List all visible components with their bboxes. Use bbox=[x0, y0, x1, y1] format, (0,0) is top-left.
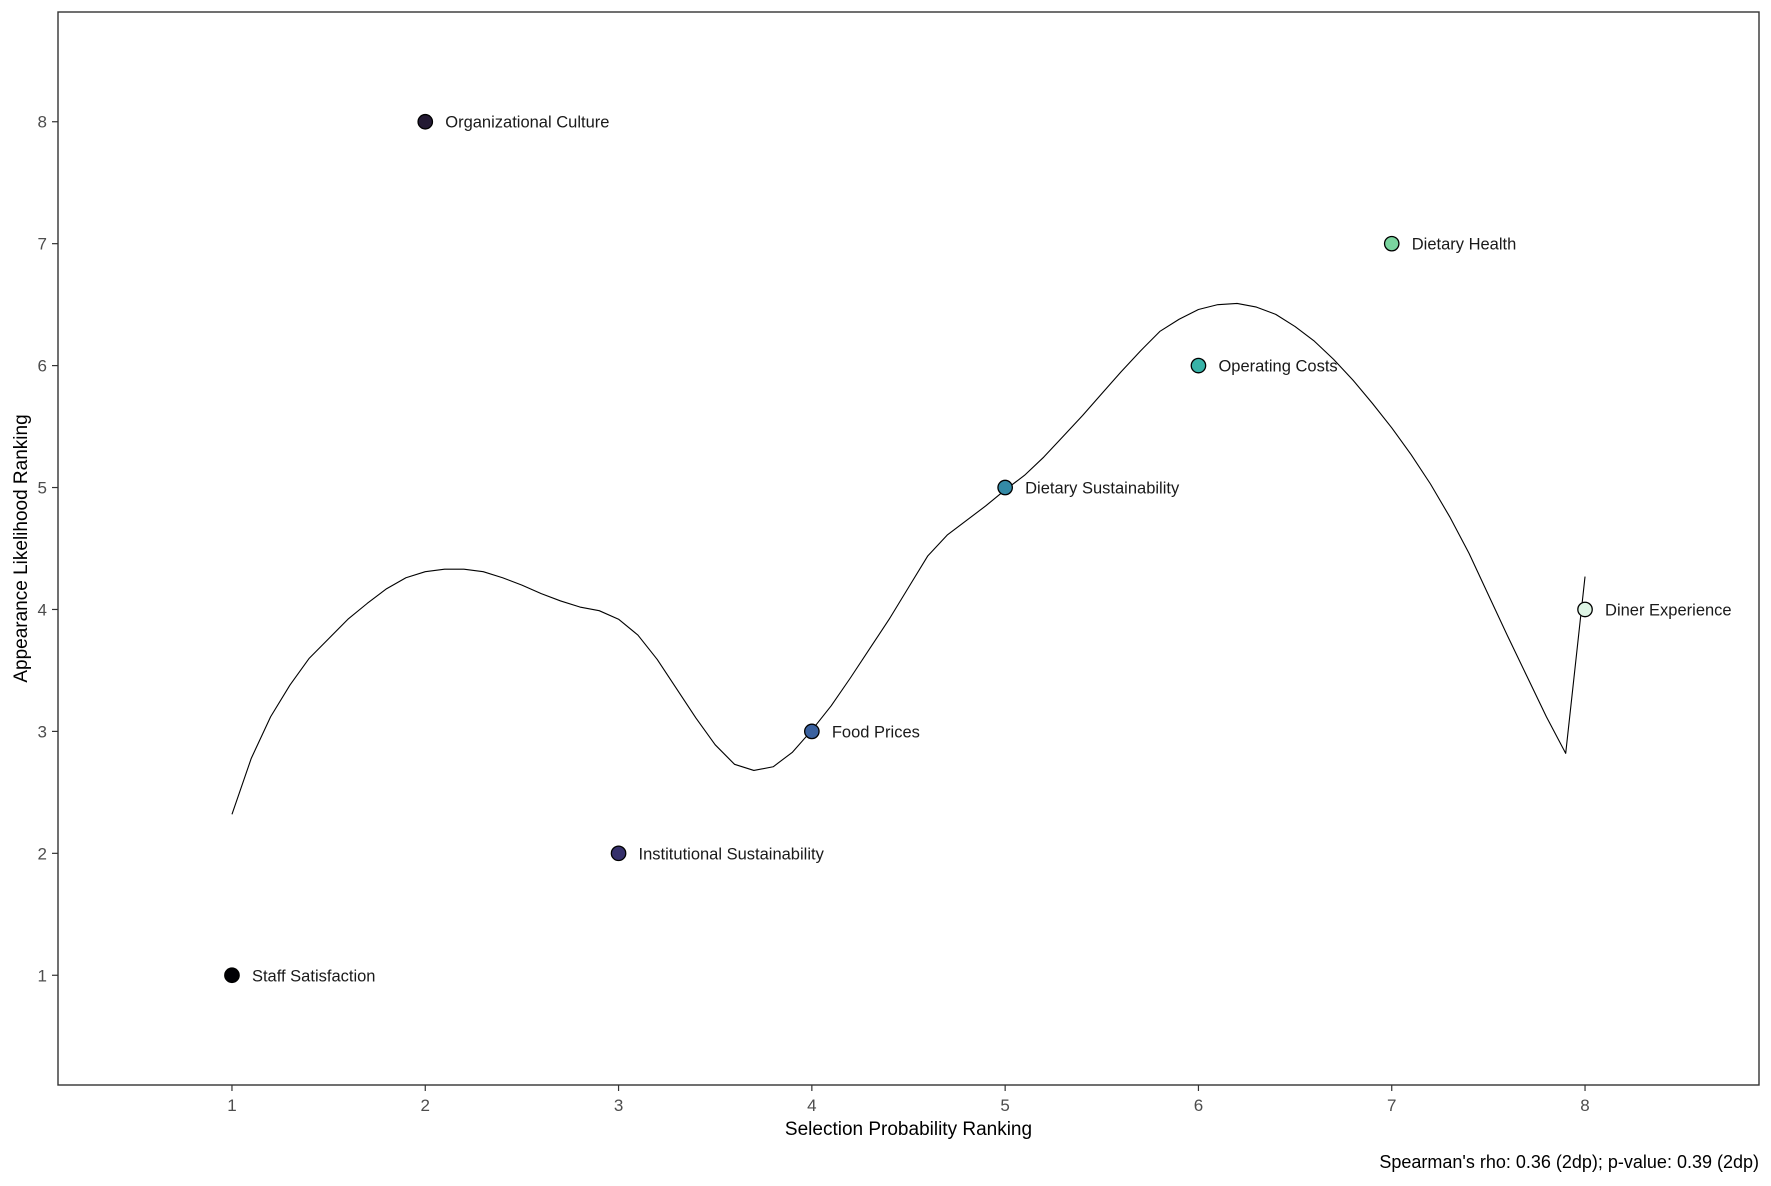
x-axis: 1 2 3 4 5 6 7 8 bbox=[227, 1085, 1590, 1115]
plot-panel-border bbox=[57, 11, 1760, 1086]
data-point bbox=[417, 113, 434, 130]
data-point-label: Dietary Health bbox=[1412, 236, 1517, 254]
y-tick-label: 7 bbox=[38, 235, 47, 254]
data-point bbox=[1577, 601, 1593, 618]
smooth-trend-line bbox=[231, 302, 1586, 815]
data-point bbox=[997, 479, 1013, 496]
data-point-label: Organizational Culture bbox=[445, 114, 609, 132]
x-tick-label: 2 bbox=[421, 1096, 430, 1115]
data-point-label: Operating Costs bbox=[1218, 358, 1337, 376]
data-point-label: Dietary Sustainability bbox=[1025, 480, 1180, 498]
x-tick-label: 5 bbox=[1000, 1096, 1009, 1115]
data-point-label: Staff Satisfaction bbox=[252, 967, 376, 985]
x-axis-title: Selection Probability Ranking bbox=[785, 1119, 1032, 1140]
data-point-label: Institutional Sustainability bbox=[639, 845, 825, 863]
y-tick-label: 4 bbox=[38, 600, 47, 619]
y-tick-label: 8 bbox=[38, 113, 47, 132]
y-tick-label: 1 bbox=[38, 966, 47, 985]
spearman-caption: Spearman's rho: 0.36 (2dp); p-value: 0.3… bbox=[1379, 1152, 1759, 1172]
data-point bbox=[1190, 357, 1207, 374]
x-tick-label: 6 bbox=[1194, 1096, 1203, 1115]
data-point bbox=[804, 723, 820, 740]
x-tick-label: 7 bbox=[1387, 1096, 1396, 1115]
y-axis: 1 2 3 4 5 6 7 8 bbox=[38, 113, 58, 985]
data-point bbox=[1383, 235, 1400, 252]
y-tick-label: 3 bbox=[38, 722, 47, 741]
data-point bbox=[224, 967, 240, 984]
x-tick-label: 4 bbox=[807, 1096, 816, 1115]
data-point bbox=[610, 845, 627, 862]
data-point-label: Diner Experience bbox=[1605, 601, 1732, 619]
y-axis-title: Appearance Likelihood Ranking bbox=[11, 414, 32, 682]
y-tick-label: 5 bbox=[38, 479, 47, 498]
y-tick-label: 2 bbox=[38, 844, 47, 863]
x-tick-label: 3 bbox=[614, 1096, 623, 1115]
smooth-curve-layer bbox=[231, 302, 1586, 815]
point-labels-layer: Staff Satisfaction Organizational Culture… bbox=[252, 114, 1732, 986]
x-tick-label: 8 bbox=[1580, 1096, 1589, 1115]
data-point-label: Food Prices bbox=[832, 723, 920, 741]
y-tick-label: 6 bbox=[38, 357, 47, 376]
x-tick-label: 1 bbox=[227, 1096, 236, 1115]
data-points-layer bbox=[224, 113, 1593, 984]
